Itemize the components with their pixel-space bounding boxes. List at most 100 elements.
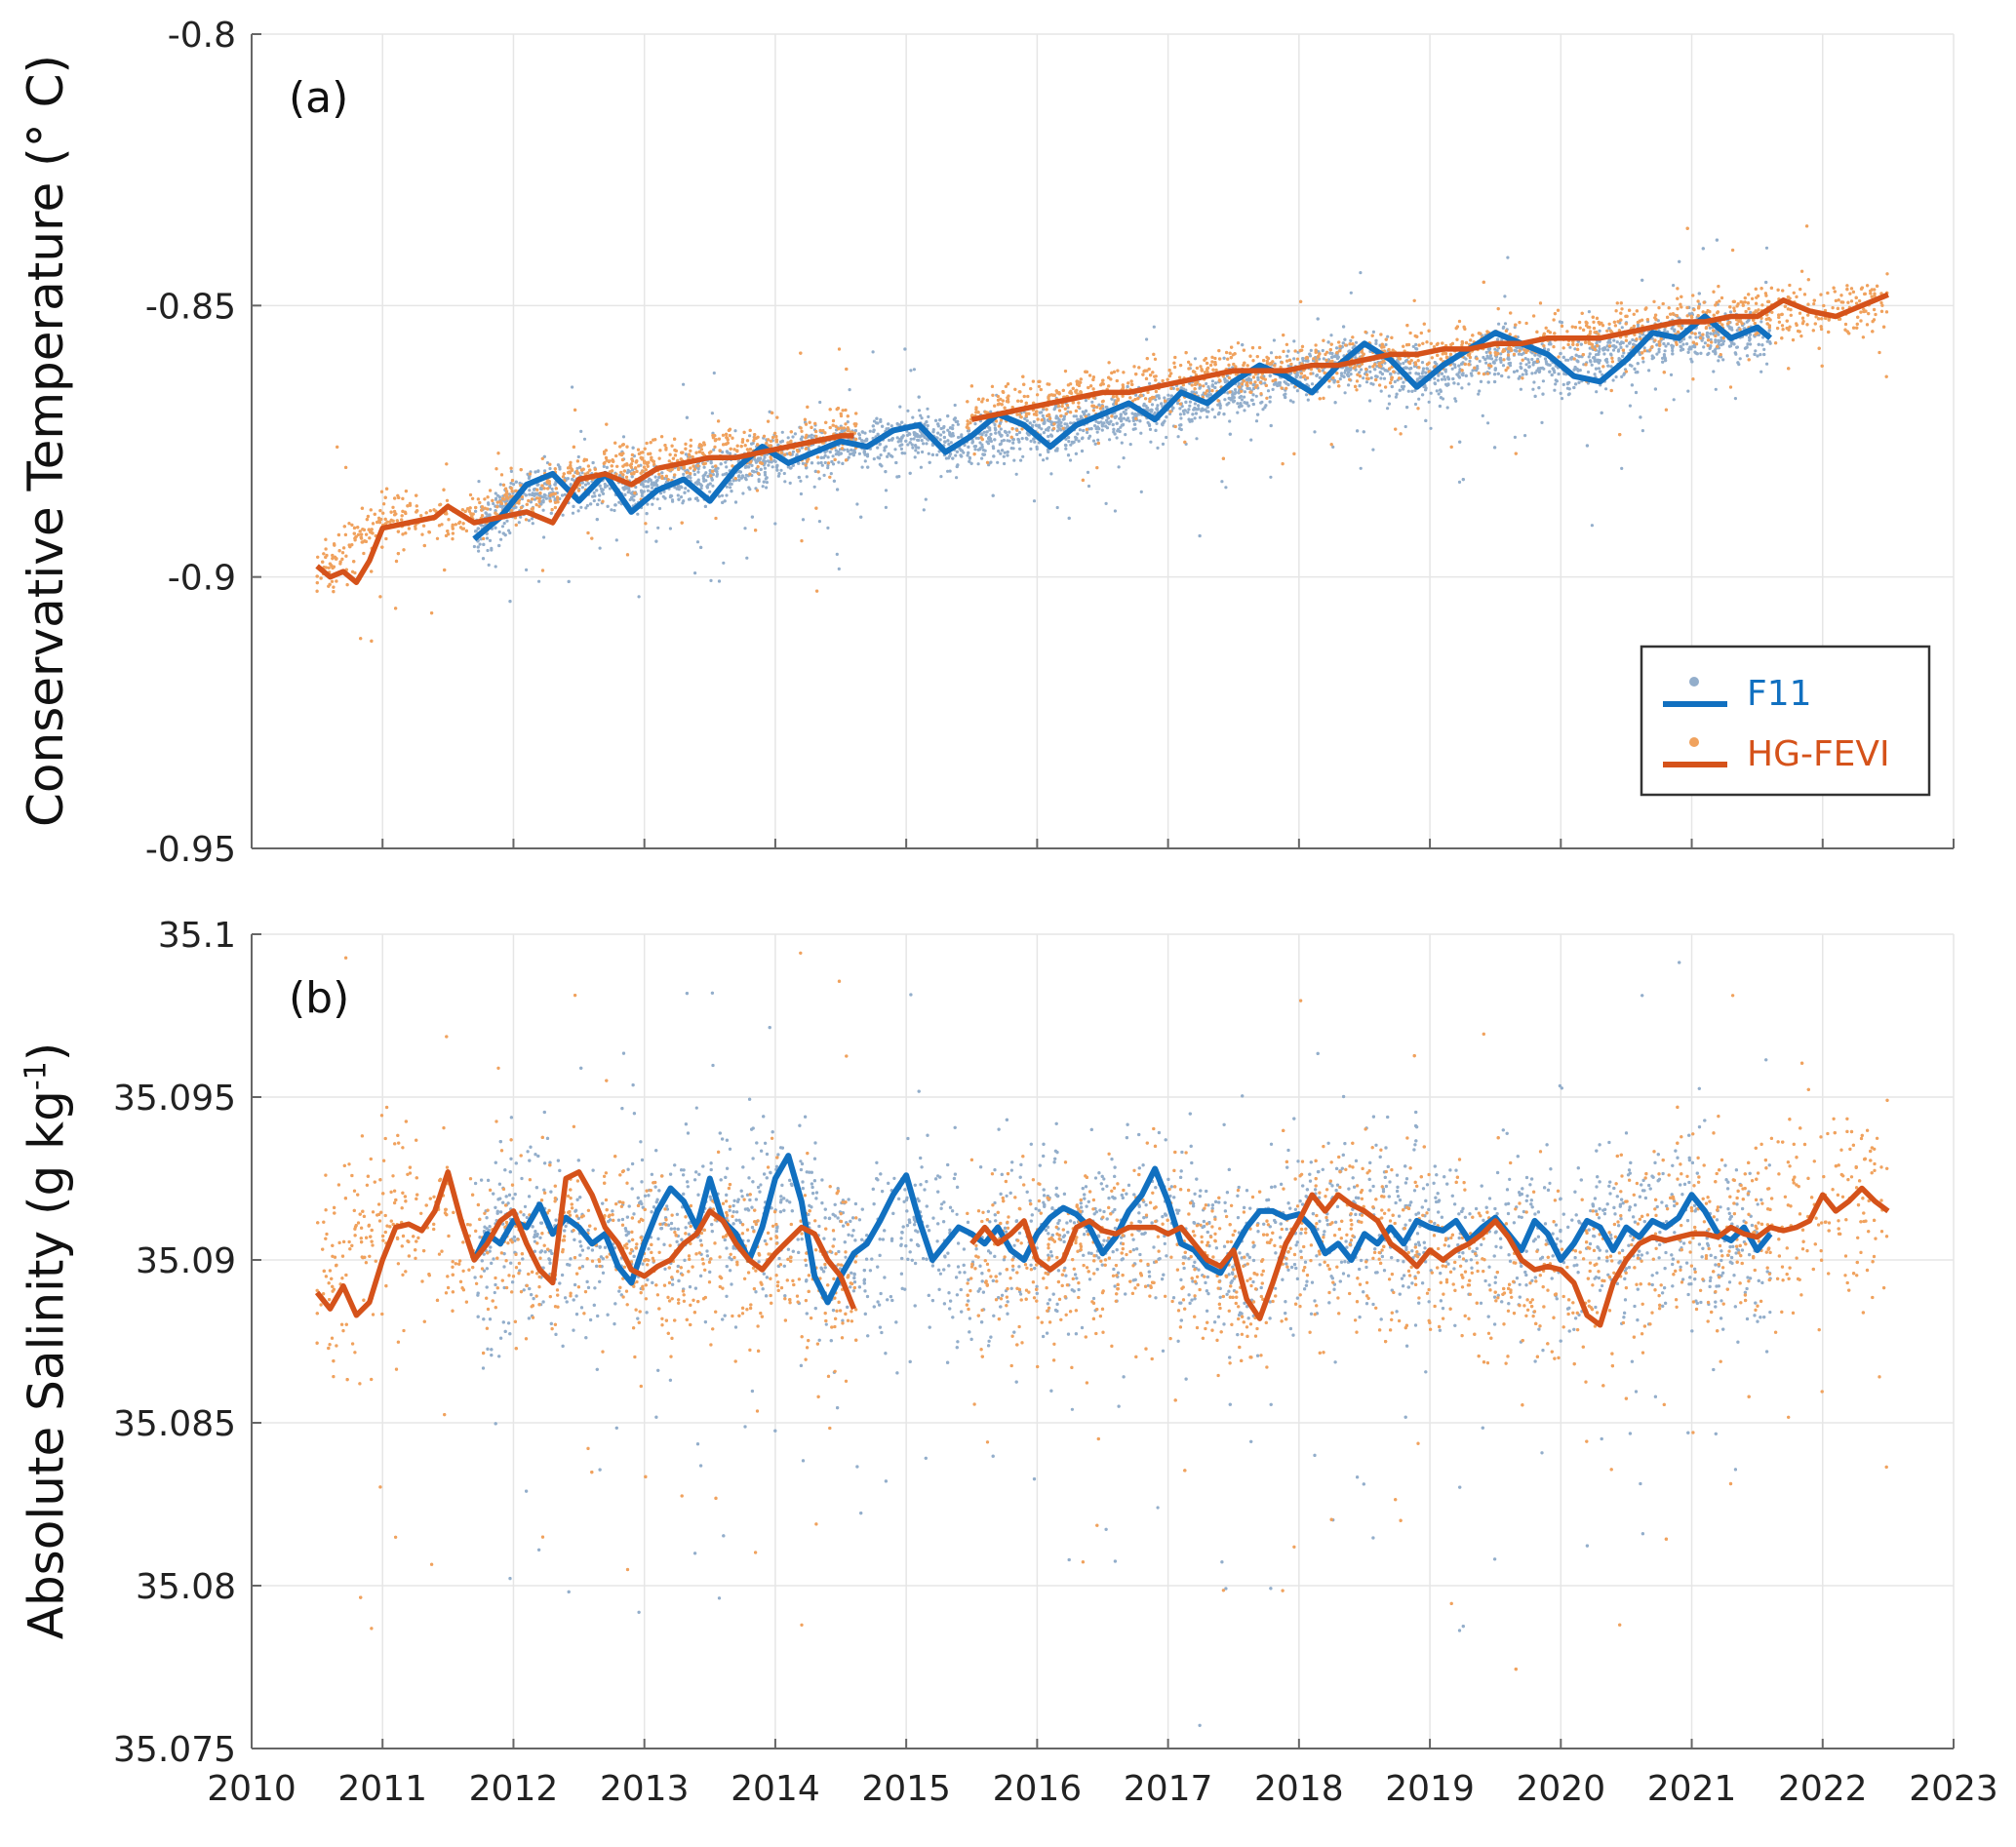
data-point [911, 416, 914, 419]
data-point [1201, 408, 1204, 411]
data-point [1067, 440, 1070, 443]
data-point [494, 491, 497, 494]
data-point [1068, 517, 1071, 520]
data-point [712, 449, 715, 452]
data-point [706, 475, 709, 478]
data-point [1269, 476, 1272, 479]
data-point [1762, 353, 1765, 356]
data-point [743, 527, 746, 530]
data-point [1356, 429, 1359, 432]
data-point [1662, 342, 1665, 345]
data-point [1180, 428, 1183, 431]
data-point [1081, 437, 1084, 440]
data-point [1635, 391, 1638, 394]
data-point [916, 435, 919, 438]
data-point [515, 481, 518, 484]
data-point [927, 415, 929, 418]
data-point [1332, 380, 1335, 383]
data-point [1736, 361, 1739, 364]
data-point [922, 434, 925, 437]
data-point [1520, 362, 1522, 365]
data-point [1414, 343, 1417, 346]
data-point [1556, 379, 1559, 382]
data-point [1249, 439, 1252, 442]
data-point [631, 475, 634, 478]
data-point [847, 450, 850, 452]
data-point [581, 486, 584, 489]
data-point [960, 454, 963, 457]
data-point [1658, 348, 1661, 351]
data-point [1572, 386, 1575, 389]
data-point [1368, 366, 1371, 369]
data-point [1515, 349, 1518, 352]
data-point [881, 425, 884, 428]
data-point [954, 404, 957, 407]
data-point [1114, 416, 1117, 419]
data-point [584, 506, 587, 509]
data-point [1206, 415, 1208, 418]
data-point [1647, 369, 1650, 372]
data-point [1155, 422, 1158, 425]
data-point [1039, 453, 1042, 456]
data-point [764, 467, 767, 470]
data-point [771, 460, 773, 463]
data-point [858, 452, 861, 455]
data-point [957, 423, 960, 426]
data-point [1264, 404, 1267, 407]
data-point [817, 461, 820, 464]
data-point [640, 491, 643, 493]
data-point [1706, 332, 1709, 334]
data-point [644, 480, 647, 483]
data-point [750, 443, 753, 446]
data-point [875, 417, 878, 420]
data-point [1562, 383, 1565, 386]
data-point [1753, 353, 1756, 356]
data-point [1681, 348, 1684, 351]
data-point [1574, 366, 1577, 369]
data-point [1577, 381, 1580, 384]
data-point [658, 507, 661, 510]
data-point [596, 503, 599, 506]
data-point [863, 452, 866, 454]
data-point [1349, 339, 1352, 342]
data-point [1739, 357, 1742, 360]
data-point [1539, 367, 1542, 370]
data-point [1482, 414, 1484, 417]
data-point [1310, 349, 1313, 352]
data-point [1188, 418, 1191, 421]
data-point [1765, 363, 1768, 366]
data-point [1601, 347, 1604, 350]
data-point [878, 456, 881, 459]
data-point [1458, 441, 1461, 444]
data-point [487, 501, 490, 504]
data-point [747, 486, 750, 489]
data-point [1552, 368, 1555, 371]
data-point [906, 434, 909, 437]
data-point [708, 491, 711, 493]
data-point [970, 462, 973, 465]
data-point [638, 595, 641, 598]
data-point [1305, 393, 1308, 396]
data-point [1184, 401, 1187, 404]
data-point [599, 547, 602, 550]
data-point [1220, 480, 1223, 483]
data-point [1457, 365, 1460, 368]
data-point [1160, 402, 1163, 405]
data-point [647, 485, 650, 488]
data-point [1132, 419, 1135, 422]
data-point [1374, 374, 1377, 377]
data-point [1716, 239, 1719, 242]
data-point [1421, 372, 1424, 374]
data-point [928, 452, 930, 455]
data-point [1544, 357, 1547, 360]
data-point [1520, 388, 1522, 391]
data-point [994, 432, 997, 435]
data-point [889, 454, 892, 457]
data-point [1609, 353, 1612, 356]
data-point [1554, 382, 1557, 385]
data-point [849, 388, 851, 391]
data-point [598, 493, 601, 496]
data-point [543, 482, 546, 485]
data-point [1379, 371, 1382, 373]
data-point [1042, 414, 1045, 417]
